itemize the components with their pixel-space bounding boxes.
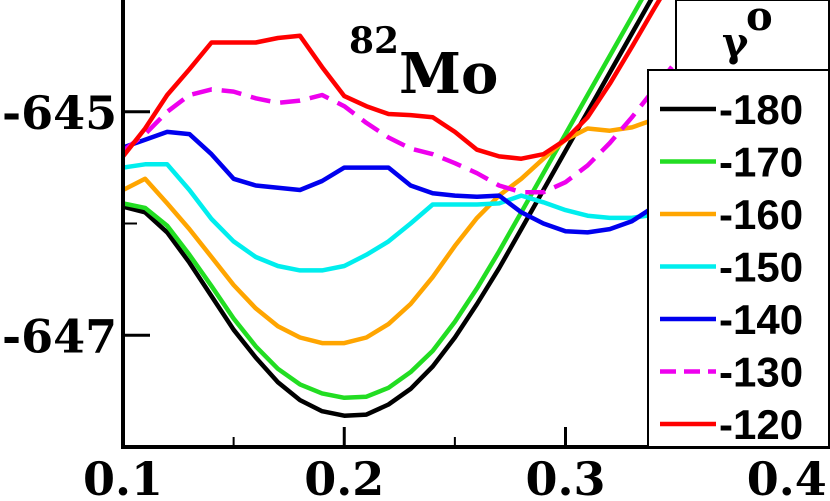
y-tick-label: -645 [2, 86, 117, 140]
legend-label: -170 [719, 139, 803, 186]
legend-label: -180 [719, 86, 803, 133]
x-tick-label: 0.2 [304, 452, 384, 501]
legend: γ o -180 -170 -160 -150 -140 -130 -120 [647, 0, 830, 448]
series-line--120 [125, 0, 662, 161]
legend-title-box [675, 0, 830, 71]
axis-ticks: 0.1 0.2 0.3 0.4 -645 -647 [2, 86, 827, 501]
legend-label: -130 [719, 349, 803, 396]
chart-title-text: Mo [399, 41, 498, 107]
legend-items: -180 -170 -160 -150 -140 -130 -120 [660, 86, 803, 448]
chart-title: 82 Mo [349, 20, 498, 107]
legend-title-superscript: o [746, 0, 773, 40]
x-tick-label: 0.4 [747, 452, 827, 501]
legend-label: -140 [719, 296, 803, 343]
y-tick-label: -647 [2, 309, 117, 363]
legend-label: -160 [719, 191, 803, 238]
legend-label: -150 [719, 244, 803, 291]
x-tick-label: 0.3 [525, 452, 605, 501]
series-line--170 [125, 0, 644, 401]
legend-label: -120 [719, 401, 803, 448]
legend-title: γ [722, 19, 749, 66]
x-tick-label: 0.1 [83, 452, 163, 501]
series-line--130 [125, 0, 741, 195]
series-line--180 [125, 0, 654, 418]
legend-box [647, 69, 830, 448]
chart-title-superscript: 82 [349, 20, 399, 62]
